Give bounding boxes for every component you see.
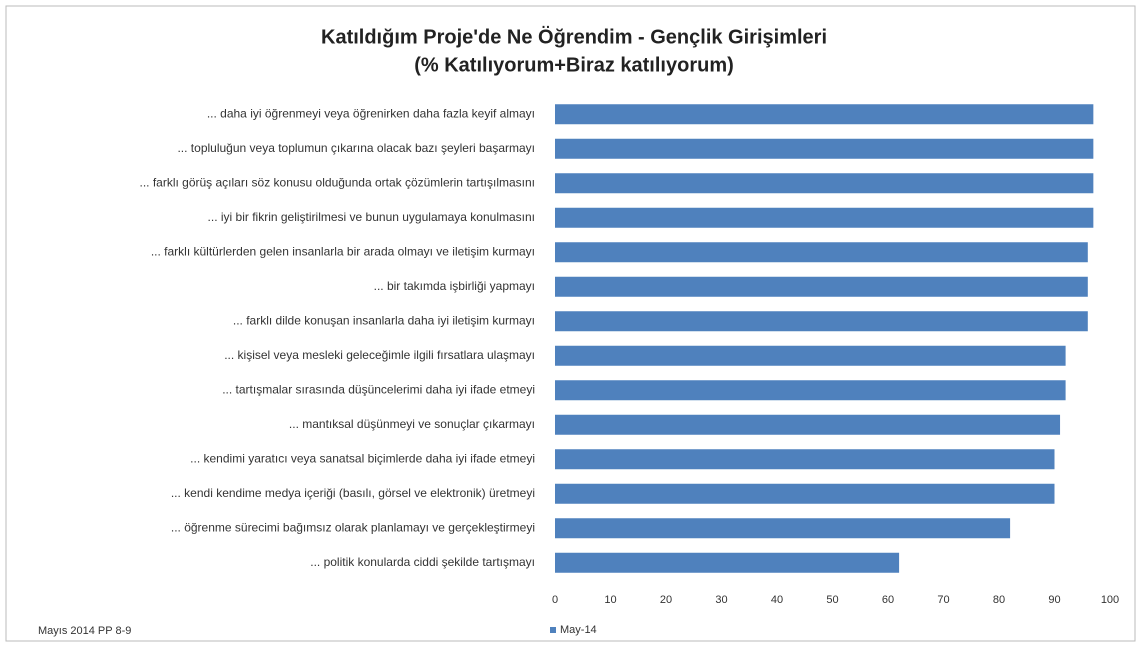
x-tick-label: 50 [826,594,838,606]
bar [555,552,900,573]
bar [555,242,1088,263]
chart-subtitle: (% Katılıyorum+Biraz katılıyorum) [414,54,734,76]
y-tick-label: ... mantıksal düşünmeyi ve sonuçlar çıka… [289,417,535,431]
y-tick-label: ... kendimi yaratıcı veya sanatsal biçim… [190,451,535,465]
footnote: Mayıs 2014 PP 8-9 [38,625,131,637]
x-tick-label: 90 [1048,594,1060,606]
y-tick-label: ... daha iyi öğrenmeyi veya öğrenirken d… [207,106,535,120]
legend-label: May-14 [560,624,597,636]
x-tick-label: 10 [604,594,616,606]
y-tick-label: ... tartışmalar sırasında düşüncelerimi … [222,382,535,396]
bar [555,104,1094,125]
y-tick-label: ... politik konularda ciddi şekilde tart… [310,555,535,569]
bar [555,518,1011,539]
y-tick-label: ... farklı kültürlerden gelen insanlarla… [151,244,535,258]
x-tick-label: 30 [715,594,727,606]
y-tick-label: ... iyi bir fikrin geliştirilmesi ve bun… [208,210,535,224]
x-tick-label: 0 [552,594,558,606]
chart-title: Katıldığım Proje'de Ne Öğrendim - Gençli… [321,25,827,48]
x-tick-label: 60 [882,594,894,606]
x-tick-label: 100 [1101,594,1119,606]
x-tick-label: 20 [660,594,672,606]
bar [555,414,1061,435]
bar [555,207,1094,228]
y-tick-label: ... farklı görüş açıları söz konusu oldu… [139,175,535,189]
y-tick-label: ... farklı dilde konuşan insanlarla daha… [233,313,535,327]
y-tick-label: ... kendi kendime medya içeriği (basılı,… [171,486,535,500]
bar [555,345,1066,366]
bar [555,380,1066,401]
bar [555,449,1055,470]
bar [555,173,1094,194]
bar [555,311,1088,332]
x-tick-label: 70 [937,594,949,606]
legend-swatch [550,627,556,633]
bar [555,483,1055,504]
bar [555,276,1088,297]
y-tick-label: ... bir takımda işbirliği yapmayı [374,279,535,293]
y-tick-label: ... öğrenme sürecimi bağımsız olarak pla… [171,520,535,534]
x-tick-label: 40 [771,594,783,606]
y-tick-label: ... topluluğun veya toplumun çıkarına ol… [177,141,535,155]
x-tick-label: 80 [993,594,1005,606]
bar [555,138,1094,159]
y-tick-label: ... kişisel veya mesleki geleceğimle ilg… [224,348,535,362]
